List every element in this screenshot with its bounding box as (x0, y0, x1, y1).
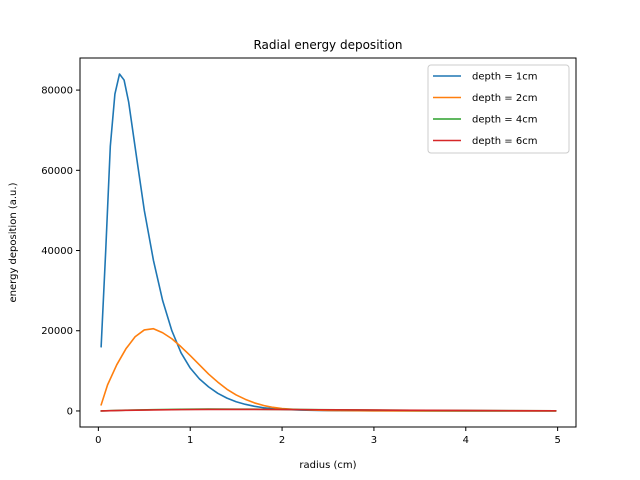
y-tick-label: 40000 (41, 246, 73, 257)
legend-entry-2: depth = 2cm (472, 93, 537, 104)
ticks-layer: 0 1 2 3 4 5 0 20000 40000 60000 80000 (41, 86, 561, 446)
x-tick-label: 0 (95, 435, 101, 446)
x-tick-label: 3 (371, 435, 377, 446)
legend-entry-3: depth = 4cm (472, 115, 537, 126)
x-tick-label: 4 (463, 435, 469, 446)
y-tick-label: 80000 (41, 86, 73, 97)
chart-title: Radial energy deposition (253, 38, 402, 52)
legend-box (427, 64, 570, 154)
legend-entry-4: depth = 6cm (472, 136, 537, 147)
y-tick-label: 20000 (41, 326, 73, 337)
series-layer (100, 73, 557, 412)
x-axis-label: radius (cm) (299, 460, 356, 471)
x-tick-label: 2 (279, 435, 285, 446)
series-line-4 (100, 408, 557, 412)
legend-entry-1: depth = 1cm (472, 72, 537, 83)
x-tick-label: 1 (187, 435, 193, 446)
y-tick-label: 0 (67, 406, 73, 417)
y-axis-label: energy deposition (a.u.) (8, 182, 19, 302)
x-tick-label: 5 (554, 435, 560, 446)
legend: depth = 1cm depth = 2cm depth = 4cm depth =… (427, 64, 570, 154)
y-tick-label: 60000 (41, 166, 73, 177)
plot-frame (79, 57, 577, 428)
